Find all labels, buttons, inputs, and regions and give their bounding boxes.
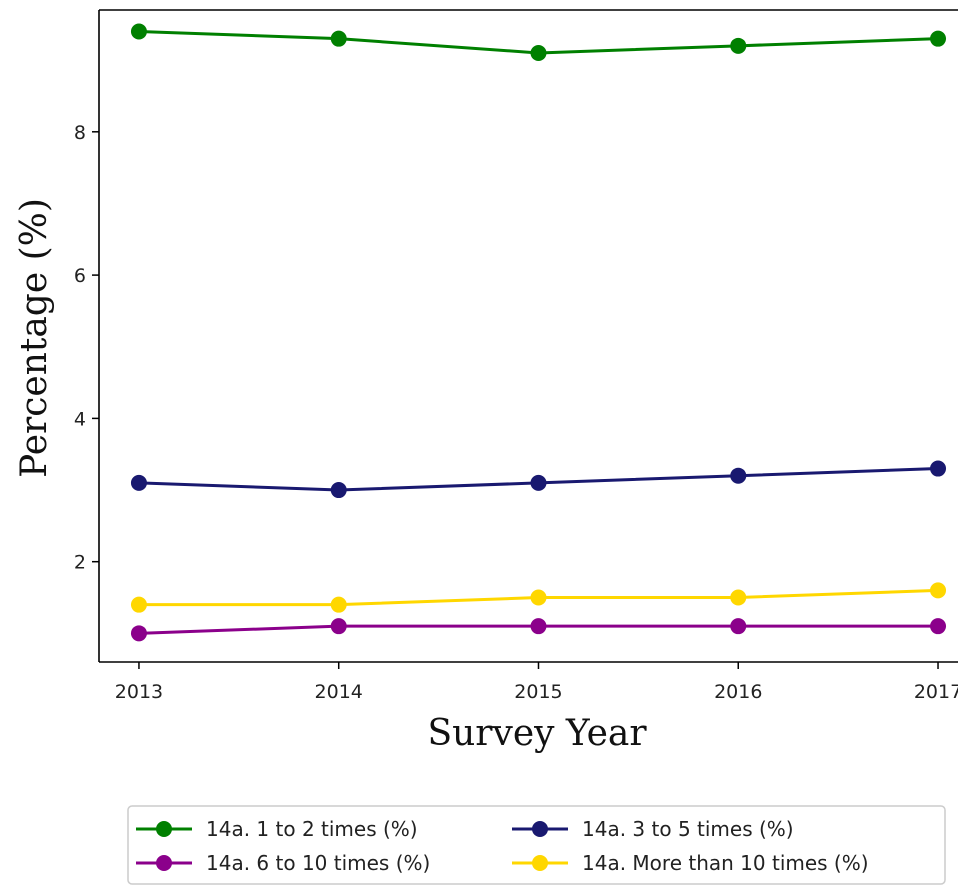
legend-label: 14a. 1 to 2 times (%) bbox=[206, 817, 418, 841]
legend-label: 14a. 6 to 10 times (%) bbox=[206, 851, 430, 875]
legend-label: 14a. More than 10 times (%) bbox=[582, 851, 869, 875]
legend-item: 14a. More than 10 times (%) bbox=[512, 851, 869, 875]
x-tick-label: 2016 bbox=[714, 681, 762, 703]
series-1 bbox=[130, 23, 947, 61]
series-3 bbox=[130, 618, 947, 642]
data-point bbox=[930, 30, 947, 47]
data-point bbox=[530, 474, 547, 491]
data-point bbox=[130, 625, 147, 642]
data-point bbox=[730, 467, 747, 484]
x-axis-title: Survey Year bbox=[427, 713, 647, 754]
series-layer bbox=[130, 23, 947, 642]
legend-marker bbox=[532, 855, 548, 871]
legend-marker bbox=[532, 821, 548, 837]
y-axis-title: Percentage (%) bbox=[14, 198, 55, 478]
legend-item: 14a. 1 to 2 times (%) bbox=[136, 817, 418, 841]
axes-layer: 2 4 6 8 2013 2014 2015 2016 2017 bbox=[74, 9, 958, 703]
data-point bbox=[730, 618, 747, 635]
x-tick-label: 2015 bbox=[514, 681, 562, 703]
data-point bbox=[330, 596, 347, 613]
data-point bbox=[130, 23, 147, 40]
series-2 bbox=[130, 460, 947, 499]
series-4 bbox=[130, 582, 947, 613]
y-tick-label: 2 bbox=[74, 552, 86, 574]
data-point bbox=[530, 589, 547, 606]
data-point bbox=[730, 37, 747, 54]
y-tick-label: 4 bbox=[74, 408, 86, 430]
data-point bbox=[530, 44, 547, 61]
data-point bbox=[130, 596, 147, 613]
data-point bbox=[930, 582, 947, 599]
x-tick-label: 2013 bbox=[115, 681, 163, 703]
legend-marker bbox=[156, 821, 172, 837]
data-point bbox=[930, 618, 947, 635]
data-point bbox=[730, 589, 747, 606]
x-tick-label: 2017 bbox=[914, 681, 958, 703]
data-point bbox=[330, 30, 347, 47]
data-point bbox=[330, 618, 347, 635]
legend-marker bbox=[156, 855, 172, 871]
legend-label: 14a. 3 to 5 times (%) bbox=[582, 817, 794, 841]
y-tick-label: 8 bbox=[74, 122, 86, 144]
legend-item: 14a. 6 to 10 times (%) bbox=[136, 851, 430, 875]
data-point bbox=[130, 474, 147, 491]
legend: 14a. 1 to 2 times (%) 14a. 3 to 5 times (… bbox=[127, 805, 946, 885]
legend-frame bbox=[127, 805, 946, 885]
x-tick-label: 2014 bbox=[315, 681, 363, 703]
data-point bbox=[930, 460, 947, 477]
legend-item: 14a. 3 to 5 times (%) bbox=[512, 817, 794, 841]
data-point bbox=[330, 482, 347, 499]
data-point bbox=[530, 618, 547, 635]
y-tick-label: 6 bbox=[74, 265, 86, 287]
